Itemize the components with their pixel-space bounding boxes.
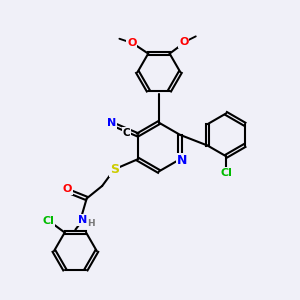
- Text: O: O: [179, 37, 189, 47]
- Text: C: C: [123, 128, 130, 138]
- Text: H: H: [87, 219, 95, 228]
- Text: S: S: [110, 163, 119, 176]
- Text: N: N: [107, 118, 116, 128]
- Text: O: O: [63, 184, 72, 194]
- Text: N: N: [78, 215, 87, 225]
- Text: Cl: Cl: [220, 168, 232, 178]
- Text: N: N: [177, 154, 188, 167]
- Text: O: O: [127, 38, 136, 48]
- Text: Cl: Cl: [42, 216, 54, 226]
